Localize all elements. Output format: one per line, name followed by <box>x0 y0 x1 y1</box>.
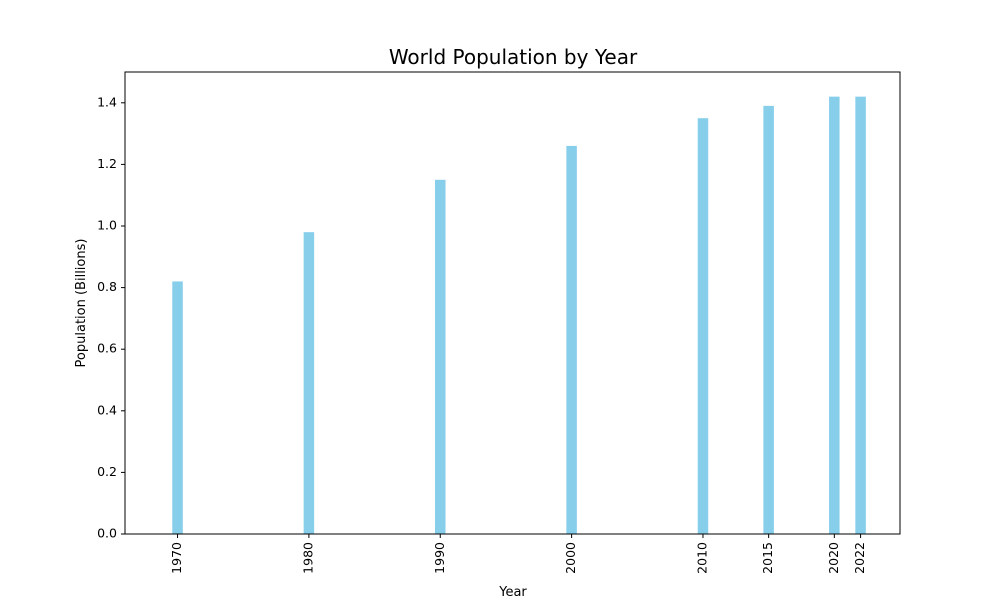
bar-2010 <box>697 118 709 534</box>
x-axis: 1970 1980 1990 2000 2010 2015 2020 2022 <box>169 534 867 574</box>
bar-2000 <box>566 145 577 535</box>
y-axis: 0.0 0.2 0.4 0.6 0.8 1.0 1.2 1.4 <box>97 94 125 541</box>
bars-group <box>172 96 866 535</box>
y-tick-label: 0.8 <box>97 279 117 294</box>
bar-1980 <box>303 232 315 534</box>
bar-2015 <box>763 105 774 534</box>
bar-2020 <box>829 96 840 534</box>
bar-1990 <box>435 179 446 535</box>
bar-1970 <box>172 281 183 534</box>
y-tick-label: 0.4 <box>97 402 117 417</box>
x-axis-label: Year <box>498 585 527 600</box>
y-tick-label: 0.6 <box>97 341 117 356</box>
chart-title: World Population by Year <box>389 45 638 69</box>
y-tick-label: 1.4 <box>97 94 117 109</box>
x-tick-label: 1970 <box>169 542 184 574</box>
y-tick-label: 0.2 <box>97 464 117 479</box>
bar-2022 <box>855 96 866 534</box>
x-tick-label: 2000 <box>563 542 578 574</box>
x-tick-label: 1980 <box>300 542 315 574</box>
x-tick-label: 2020 <box>826 542 841 574</box>
x-tick-label: 2010 <box>694 542 709 574</box>
x-tick-label: 2015 <box>760 542 775 574</box>
plot-frame <box>124 71 901 535</box>
x-tick-label: 1990 <box>432 542 447 574</box>
y-tick-label: 1.0 <box>97 218 117 233</box>
y-tick-label: 1.2 <box>97 156 117 171</box>
x-tick-label: 2022 <box>852 542 867 574</box>
y-axis-label: Population (Billions) <box>74 239 89 368</box>
y-tick-label: 0.0 <box>97 526 117 541</box>
